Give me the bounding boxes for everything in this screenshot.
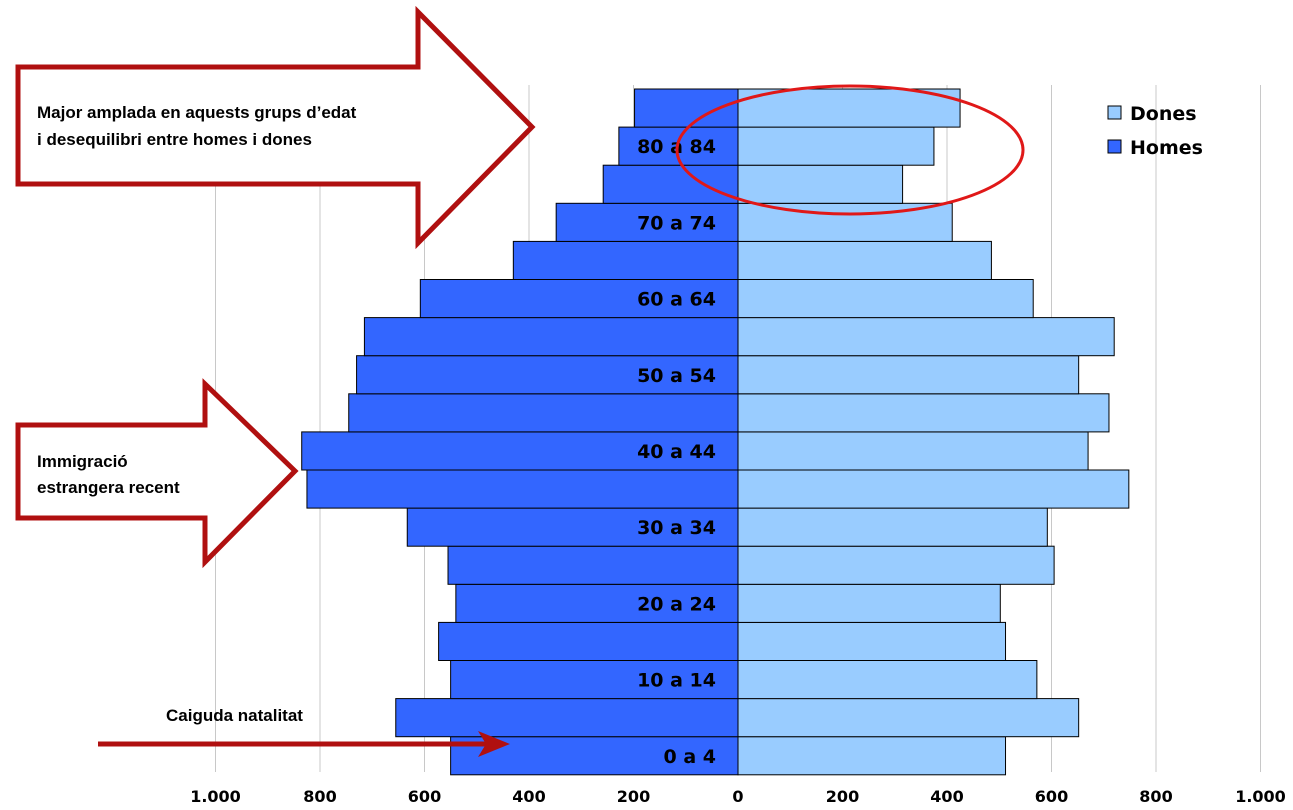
annotation-birthrate-text: Caiguda natalitat [166,706,303,725]
category-label: 50 a 54 [637,365,716,387]
bar-homes [438,621,739,662]
bar-dones [737,317,1115,357]
highlight-ellipse [675,84,1025,216]
bar-dones [737,507,1048,547]
bar-dones [737,240,992,280]
x-axis-tick-labels: 1.000 800 600 400 200 0 200 400 600 800 1.000 [190,787,1286,806]
bar-homes [395,698,739,738]
bar-dones [737,164,904,204]
annotation-immigration-line-1: Immigració [37,452,128,471]
x-tick-label: 200 [826,787,859,806]
x-tick-label: 400 [512,787,545,806]
bar-dones [737,279,1034,319]
annotation-elderly: Major amplada en aquests grups d’edat i … [15,5,536,250]
block-arrow-right [15,5,536,250]
x-tick-label: 400 [930,787,963,806]
block-arrow-right [15,378,299,569]
x-tick-label: 600 [408,787,441,806]
bar-homes [447,545,739,585]
x-tick-label: 200 [617,787,650,806]
bar-dones [737,698,1080,738]
category-label: 30 a 34 [637,517,716,539]
bar-dones [737,126,935,166]
legend-label-dones: Dones [1130,103,1197,125]
annotation-elderly-line-2: i desequilibri entre homes i dones [37,130,312,149]
bar-homes [512,240,739,280]
bar-homes [301,431,739,471]
bar-dones [737,660,1038,700]
category-labels: 0 a 4 10 a 14 20 a 24 30 a 34 40 a 44 50 a 54… [637,136,716,768]
bar-dones [737,583,1001,623]
bar-dones [737,431,1089,471]
bar-dones [737,355,1080,395]
bar-homes [602,164,739,204]
category-label: 20 a 24 [637,593,716,615]
bar-homes [555,202,739,242]
x-tick-label: 0 [732,787,743,806]
legend-swatch-homes [1107,139,1122,154]
category-label: 0 a 4 [664,746,717,768]
annotation-elderly-line-1: Major amplada en aquests grups d’edat [37,103,357,122]
annotation-immigration-line-2: estrangera recent [37,478,180,497]
legend-swatch-dones [1107,105,1122,120]
x-tick-label: 800 [1139,787,1172,806]
legend-label-homes: Homes [1130,137,1203,159]
bar-dones [737,736,1007,776]
category-label: 10 a 14 [637,670,716,692]
bar-dones [737,469,1130,509]
bar-dones [737,621,1007,662]
x-tick-label: 800 [303,787,336,806]
legend: Dones Homes [1107,103,1203,159]
bar-dones [737,88,961,128]
annotation-birthrate: Caiguda natalitat [98,706,510,757]
x-tick-label: 600 [1035,787,1068,806]
category-label: 60 a 64 [637,289,716,311]
bar-homes [450,660,739,700]
category-label: 40 a 44 [637,441,716,463]
bar-dones [737,393,1110,433]
bar-homes [406,507,739,547]
x-tick-label: 1.000 [190,787,241,806]
annotation-immigration: Immigració estrangera recent [15,378,299,569]
bar-homes [455,583,739,623]
bar-homes [419,279,739,319]
bar-homes [348,393,739,433]
x-tick-label: 1.000 [1235,787,1286,806]
bar-dones [737,545,1055,585]
category-label: 70 a 74 [637,212,716,234]
bar-homes [363,317,739,357]
arrow-head [478,731,510,757]
bar-homes [306,469,739,509]
